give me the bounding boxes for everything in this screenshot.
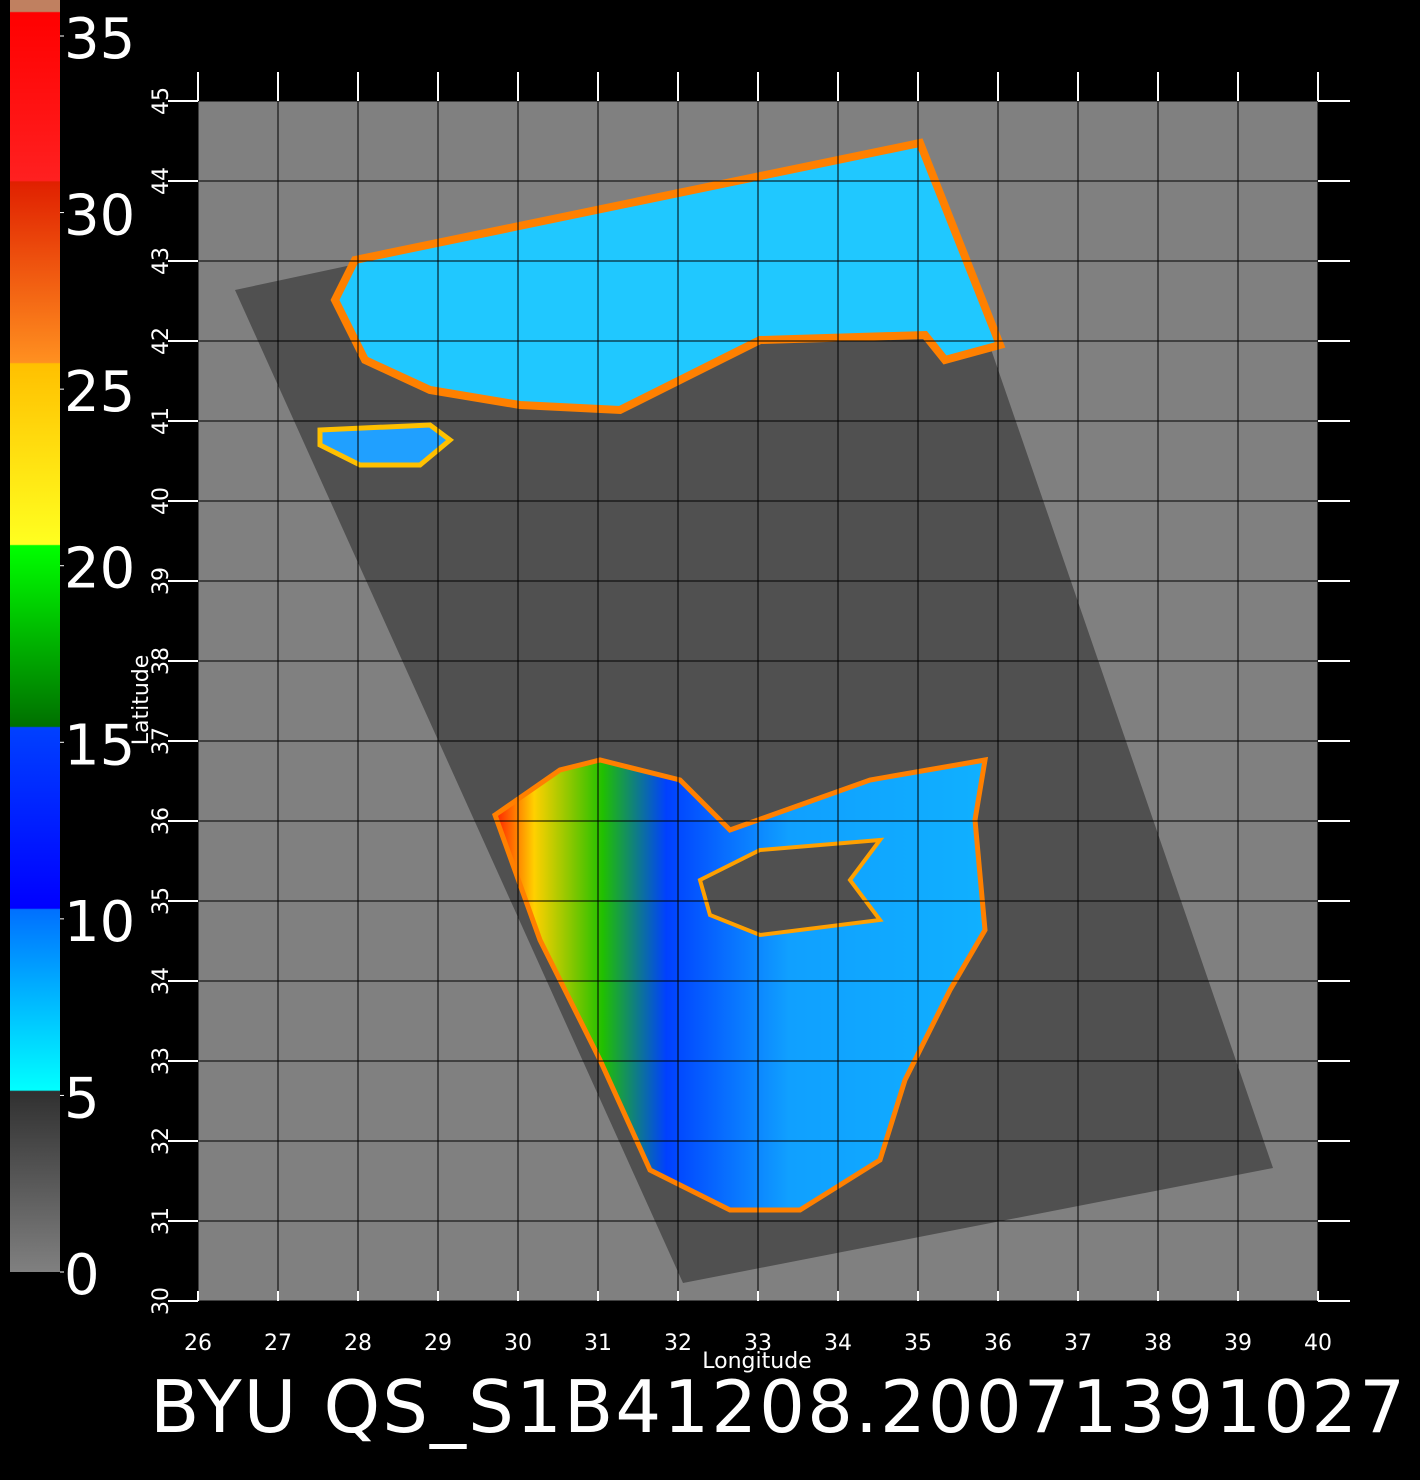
x-tick-label: 39 (1224, 1331, 1252, 1356)
y-tick-label: 30 (149, 1287, 174, 1315)
marmara (317, 422, 455, 468)
x-tick-label: 38 (1144, 1331, 1172, 1356)
swath (235, 143, 1273, 1283)
x-axis-label: Longitude (702, 1349, 811, 1374)
y-tick-label: 33 (149, 1047, 174, 1075)
y-tick-label: 36 (149, 807, 174, 835)
colorbar-tick-label: 5 (64, 1066, 100, 1131)
x-tick-label: 37 (1064, 1331, 1092, 1356)
colorbar-tick-label: 35 (64, 7, 135, 72)
colorbar-tick-label: 15 (64, 713, 135, 778)
y-tick-label: 45 (149, 87, 174, 115)
x-tick-label: 29 (424, 1331, 452, 1356)
x-tick-label: 30 (504, 1331, 532, 1356)
x-tick-label: 32 (664, 1331, 692, 1356)
x-tick-label: 28 (344, 1331, 372, 1356)
colorbar-tick-label: 25 (64, 360, 135, 425)
x-tick-label: 31 (584, 1331, 612, 1356)
y-tick-label: 41 (149, 407, 174, 435)
y-tick-label: 40 (149, 487, 174, 515)
colorbar-tick-label: 10 (64, 890, 135, 955)
y-tick-label: 44 (149, 167, 174, 195)
colorbar-tick-label: 20 (64, 537, 135, 602)
y-tick-label: 35 (149, 887, 174, 915)
y-tick-label: 39 (149, 567, 174, 595)
cyprus (697, 837, 885, 938)
y-tick-label: 43 (149, 247, 174, 275)
x-tick-label: 27 (264, 1331, 292, 1356)
x-tick-label: 36 (984, 1331, 1012, 1356)
colorbar-tick-label: 30 (64, 184, 135, 249)
y-tick-label: 37 (149, 727, 174, 755)
mediterranean (491, 756, 989, 1213)
x-tick-label: 26 (184, 1331, 212, 1356)
title: BYU QS_S1B41208.20071391027 (150, 1365, 1405, 1449)
y-tick-label: 38 (149, 647, 174, 675)
x-tick-label: 35 (904, 1331, 932, 1356)
colorbar-tick-label: 0 (64, 1243, 100, 1308)
x-tick-label: 33 (744, 1331, 772, 1356)
y-tick-label: 42 (149, 327, 174, 355)
colorbar (10, 0, 60, 1272)
y-tick-label: 31 (149, 1207, 174, 1235)
x-tick-label: 34 (824, 1331, 852, 1356)
y-axis-label: Latitude (129, 655, 154, 746)
x-tick-label: 40 (1304, 1331, 1332, 1356)
y-tick-label: 32 (149, 1127, 174, 1155)
black-sea (330, 138, 1006, 415)
y-tick-label: 34 (149, 967, 174, 995)
ticks (168, 72, 1350, 1302)
